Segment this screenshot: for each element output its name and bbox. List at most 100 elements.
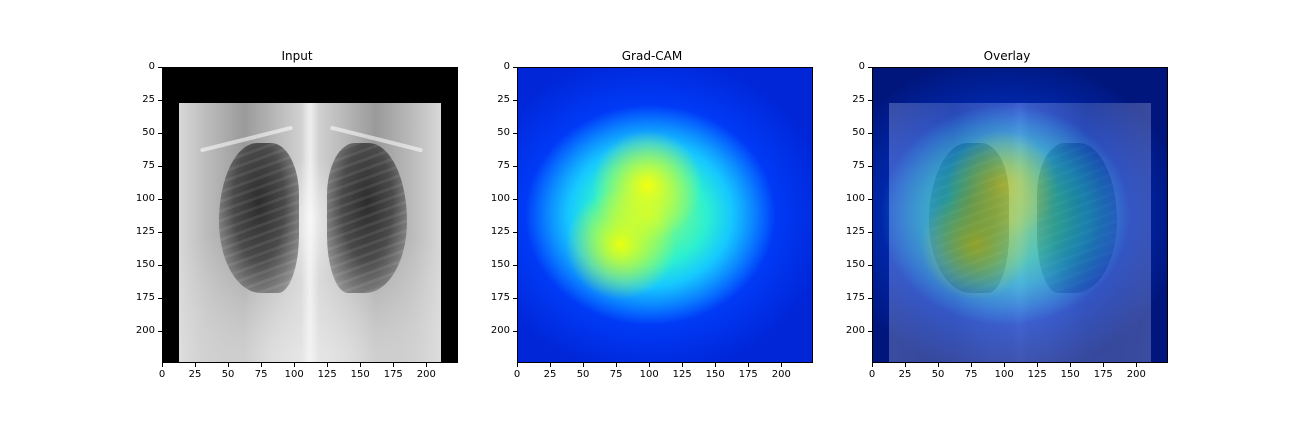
x-tick-mark <box>681 363 683 367</box>
y-tick-mark <box>513 198 517 200</box>
gradcam-heatmap <box>518 68 812 362</box>
panel-title-overlay: Overlay <box>983 49 1031 63</box>
y-tick-mark <box>868 297 872 299</box>
y-tick-mark <box>513 231 517 233</box>
y-tick-label: 150 <box>135 259 155 271</box>
y-tick-mark <box>513 99 517 101</box>
panel-overlay: Overlay 0 25 50 75 100 125 150 175 200 0 25 50 75 100… <box>842 0 1172 432</box>
x-tick-label: 100 <box>639 369 659 380</box>
y-tick-label: 75 <box>497 160 510 172</box>
y-tick-mark <box>158 165 162 167</box>
y-tick-mark <box>513 132 517 134</box>
x-tick-label: 125 <box>317 369 337 380</box>
x-tick-mark <box>227 363 229 367</box>
right-lung <box>327 143 407 293</box>
x-tick-mark <box>904 363 906 367</box>
overlay-heatmap <box>873 68 1167 362</box>
y-tick-mark <box>868 99 872 101</box>
x-tick-mark <box>516 363 518 367</box>
x-tick-mark <box>615 363 617 367</box>
x-tick-label: 200 <box>771 369 791 380</box>
x-tick-mark <box>194 363 196 367</box>
y-tick-mark <box>868 198 872 200</box>
y-tick-label: 25 <box>142 94 155 106</box>
x-tick-label: 25 <box>898 369 912 380</box>
x-tick-label: 125 <box>672 369 692 380</box>
y-tick-mark <box>513 330 517 332</box>
y-tick-label: 200 <box>135 325 155 337</box>
x-tick-label: 200 <box>1126 369 1146 380</box>
x-tick-mark <box>970 363 972 367</box>
y-tick-mark <box>868 231 872 233</box>
x-tick-label: 100 <box>284 369 304 380</box>
y-tick-label: 0 <box>858 61 865 72</box>
x-tick-mark <box>425 363 427 367</box>
y-tick-label: 125 <box>135 226 155 238</box>
x-tick-mark <box>549 363 551 367</box>
x-tick-mark <box>359 363 361 367</box>
left-lung <box>219 143 299 293</box>
x-tick-label: 125 <box>1027 369 1047 380</box>
x-tick-label: 0 <box>868 369 876 380</box>
y-tick-label: 125 <box>490 226 510 238</box>
x-tick-label: 25 <box>188 369 202 380</box>
x-tick-mark <box>293 363 295 367</box>
x-tick-mark <box>260 363 262 367</box>
panel-gradcam: Grad-CAM 0 25 50 75 100 125 150 175 200 0 25 50 75 10… <box>487 0 817 432</box>
y-tick-mark <box>868 66 872 68</box>
x-tick-label: 150 <box>705 369 725 380</box>
y-tick-label: 75 <box>852 160 865 172</box>
x-tick-label: 200 <box>416 369 436 380</box>
y-tick-mark <box>158 231 162 233</box>
y-tick-label: 0 <box>503 61 510 72</box>
x-tick-label: 75 <box>609 369 623 380</box>
y-tick-label: 25 <box>852 94 865 106</box>
y-tick-label: 200 <box>490 325 510 337</box>
x-tick-mark <box>1036 363 1038 367</box>
y-tick-mark <box>513 66 517 68</box>
x-tick-mark <box>1102 363 1104 367</box>
panel-title-input: Input <box>281 49 313 63</box>
y-tick-label: 75 <box>142 160 155 172</box>
x-tick-mark <box>648 363 650 367</box>
xray-background <box>163 68 457 362</box>
x-tick-label: 50 <box>931 369 945 380</box>
y-tick-mark <box>513 165 517 167</box>
y-tick-mark <box>868 264 872 266</box>
y-tick-mark <box>513 297 517 299</box>
y-tick-mark <box>158 330 162 332</box>
x-tick-mark <box>714 363 716 367</box>
y-tick-label: 50 <box>852 127 865 139</box>
y-tick-mark <box>158 264 162 266</box>
x-tick-label: 175 <box>738 369 758 380</box>
xray-image <box>162 67 458 363</box>
x-tick-label: 0 <box>158 369 166 380</box>
spine <box>301 103 319 362</box>
y-tick-label: 100 <box>135 193 155 205</box>
y-tick-label: 200 <box>845 325 865 337</box>
y-tick-mark <box>158 198 162 200</box>
y-tick-label: 50 <box>142 127 155 139</box>
y-tick-label: 175 <box>490 292 510 304</box>
x-tick-mark <box>161 363 163 367</box>
x-tick-mark <box>1135 363 1137 367</box>
y-tick-mark <box>513 264 517 266</box>
y-tick-label: 100 <box>490 193 510 205</box>
x-tick-label: 175 <box>1093 369 1113 380</box>
x-tick-mark <box>1069 363 1071 367</box>
y-tick-mark <box>158 132 162 134</box>
x-tick-label: 0 <box>513 369 521 380</box>
xray-chest <box>179 103 441 362</box>
panel-input: Input 0 25 50 75 100 125 150 175 200 0 25 50 75 100 12… <box>132 0 462 432</box>
y-tick-label: 150 <box>490 259 510 271</box>
gradcam-image <box>517 67 813 363</box>
y-tick-label: 100 <box>845 193 865 205</box>
overlay-image <box>872 67 1168 363</box>
x-tick-label: 175 <box>383 369 403 380</box>
y-tick-mark <box>868 132 872 134</box>
x-tick-mark <box>937 363 939 367</box>
x-tick-mark <box>582 363 584 367</box>
y-tick-label: 175 <box>135 292 155 304</box>
x-tick-label: 150 <box>350 369 370 380</box>
x-tick-mark <box>780 363 782 367</box>
